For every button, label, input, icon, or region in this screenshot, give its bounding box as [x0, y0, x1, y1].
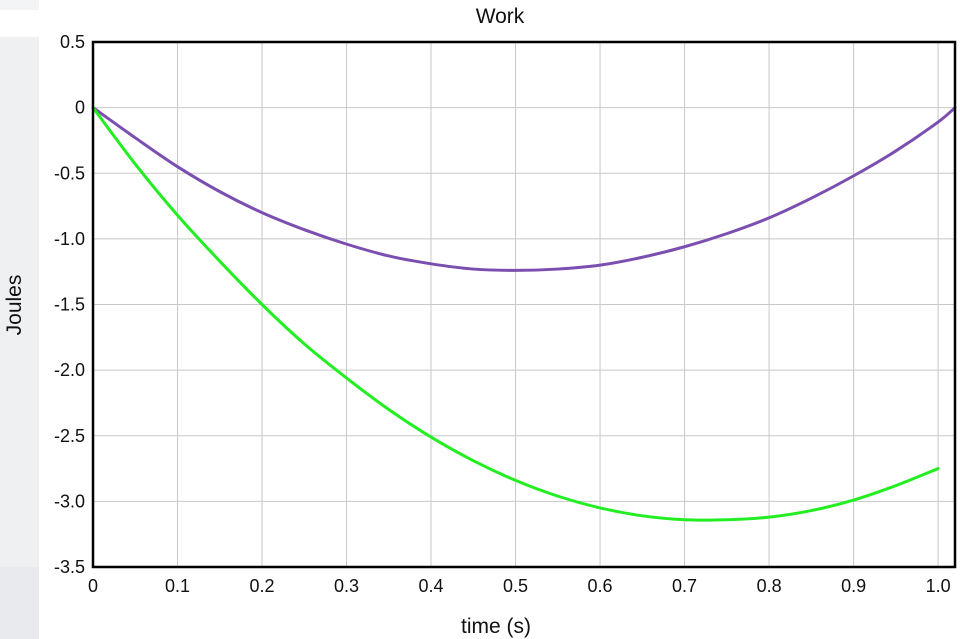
x-tick-label: 0.6: [588, 576, 613, 596]
grid: [92, 41, 955, 568]
top-left-panel: [0, 0, 39, 10]
x-axis-label: time (s): [461, 615, 531, 638]
y-tick-label: -0.5: [54, 163, 85, 183]
y-tick-label: 0: [75, 98, 85, 118]
x-tick-label: 0.1: [165, 576, 190, 596]
y-tick-label: 0.5: [60, 32, 85, 52]
x-tick-label: 0: [88, 576, 98, 596]
x-tick-label: 0.2: [250, 576, 275, 596]
x-tick-label: 0.7: [672, 576, 697, 596]
x-tick-label: 0.5: [503, 576, 528, 596]
bottom-left-panel: [0, 567, 39, 639]
x-tick-label: 0.8: [757, 576, 782, 596]
x-tick-label: 0.4: [419, 576, 444, 596]
y-tick-label: -2.0: [54, 360, 85, 380]
y-tick-label: -3.0: [54, 491, 85, 511]
series-line-2: [91, 106, 940, 522]
series-line-1: [91, 106, 957, 272]
y-tick-label: -3.5: [54, 557, 85, 577]
x-tick-label: 1.0: [926, 576, 951, 596]
y-axis-ticks: 0.5 0 -0.5 -1.0 -1.5 -2.0 -2.5 -3.0 -3.5: [54, 32, 85, 577]
y-tick-label: -2.5: [54, 426, 85, 446]
x-tick-label: 0.9: [841, 576, 866, 596]
left-side-panel: [0, 37, 39, 567]
chart-title: Work: [476, 5, 525, 28]
plot-frame: [91, 40, 957, 569]
series-group: [91, 106, 957, 522]
x-axis-ticks: 0 0.1 0.2 0.3 0.4 0.5 0.6 0.7 0.8 0.9 1.0: [88, 576, 951, 596]
y-tick-label: -1.0: [54, 229, 85, 249]
y-tick-label: -1.5: [54, 295, 85, 315]
x-tick-label: 0.3: [334, 576, 359, 596]
y-axis-label: Joules: [3, 275, 26, 336]
